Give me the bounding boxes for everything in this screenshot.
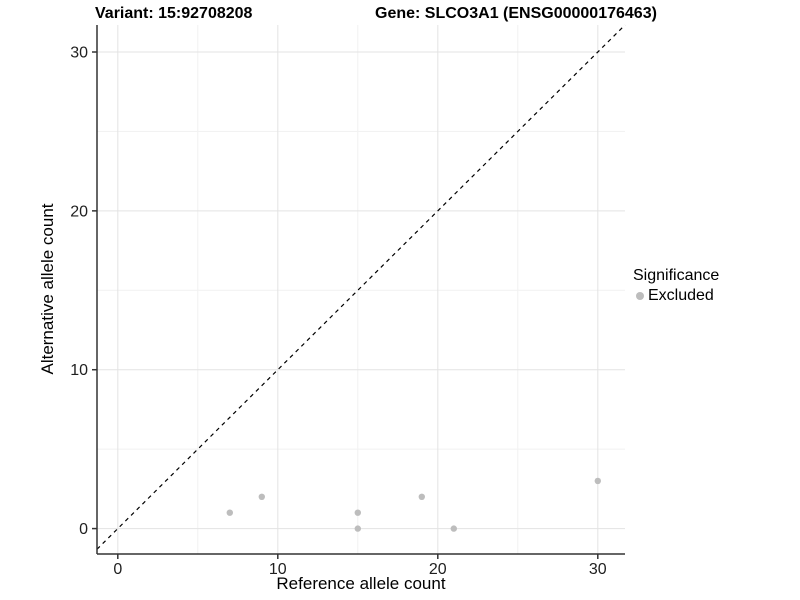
data-point [450, 525, 457, 532]
plot-title-gene: Gene: SLCO3A1 (ENSG00000176463) [375, 5, 657, 22]
data-point [354, 509, 361, 516]
y-tick-label: 20 [70, 203, 88, 220]
y-tick-label: 0 [79, 521, 88, 538]
x-tick-label: 30 [589, 561, 607, 578]
y-tick-label: 10 [70, 362, 88, 379]
legend-item-label: Excluded [648, 287, 714, 304]
x-axis-title: Reference allele count [276, 574, 446, 593]
x-tick-label: 10 [269, 561, 287, 578]
legend-item-excluded: Excluded [633, 287, 719, 305]
data-point [354, 525, 361, 532]
x-tick-label: 0 [113, 561, 122, 578]
legend-title: Significance [633, 267, 720, 284]
excluded-dot-icon [636, 292, 644, 300]
data-point [418, 493, 425, 501]
data-point [594, 477, 601, 485]
y-axis-title: Alternative allele count [38, 203, 57, 375]
plot-title-variant: Variant: 15:92708208 [95, 5, 253, 22]
y-tick-label: 30 [70, 45, 88, 62]
legend: Significance Excluded [633, 267, 719, 305]
data-point [258, 493, 265, 501]
data-point [226, 509, 233, 516]
identity-line [96, 24, 626, 550]
legend-key [633, 289, 647, 303]
x-tick-label: 20 [429, 561, 447, 578]
